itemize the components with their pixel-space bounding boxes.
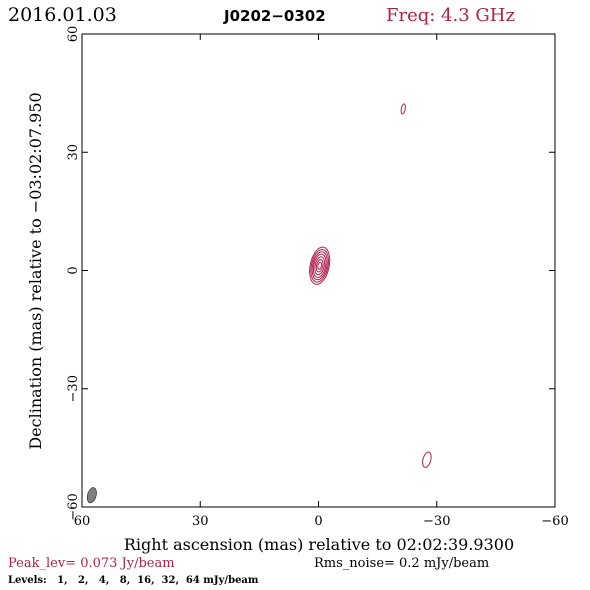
contour-line [309,246,331,285]
contour-component-spot-south [422,451,432,468]
frequency-label: Freq: 4.3 GHz [386,5,515,26]
x-tick-label: 30 [192,514,209,529]
x-tick-label: −60 [541,514,568,529]
beam-shape [86,487,97,504]
y-tick-label: 60 [66,26,81,43]
x-axis-label: Right ascension (mas) relative to 02:02:… [124,535,514,554]
y-tick-label: −30 [66,375,81,402]
contour-line [311,251,328,281]
x-tick-label: −30 [423,514,450,529]
contour-line [400,103,406,115]
y-tick-label: 30 [66,144,81,161]
contour-line [317,261,323,270]
y-tick-label: −60 [66,493,81,520]
rms-noise: Rms_noise= 0.2 mJy/beam [314,556,489,571]
contour-component-spot-north [400,103,406,115]
contour-component-core [309,246,331,285]
axis-ticks [81,33,556,508]
contour-line [422,451,432,468]
observation-date: 2016.01.03 [8,4,117,26]
contour-line [314,256,326,276]
source-name: J0202−0302 [223,7,326,25]
x-tick-label: 60 [74,514,91,529]
contour-group [309,103,432,468]
plot-border [81,33,556,508]
peak-level: Peak_lev= 0.073 Jy/beam [8,556,175,571]
y-axis-label: Declination (mas) relative to −03:02:07.… [26,92,45,449]
beam-ellipse [86,487,97,504]
x-tick-label: 0 [314,514,322,529]
plot-frame [81,33,556,508]
contour-line [315,259,324,273]
contour-line [312,253,327,278]
contour-levels: Levels: 1, 2, 4, 8, 16, 32, 64 mJy/beam [8,575,259,586]
y-tick-label: 0 [66,266,81,274]
contour-line [310,248,329,283]
